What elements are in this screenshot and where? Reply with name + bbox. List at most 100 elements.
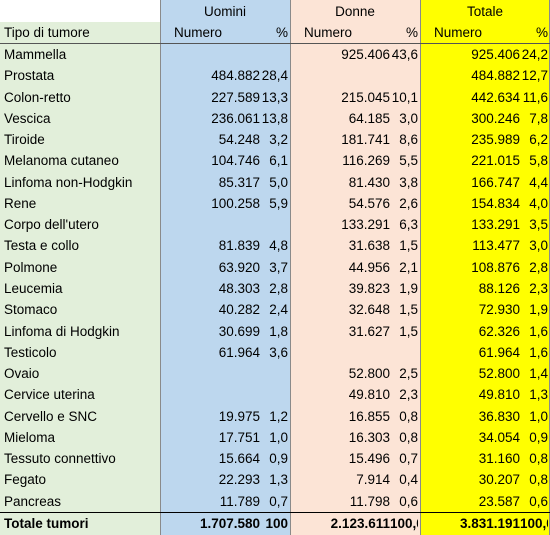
cell-value: 1,5 — [399, 323, 418, 339]
cell-value: 43,6 — [391, 47, 418, 62]
cell-value: 7,8 — [529, 110, 548, 126]
cell-value: 0,9 — [269, 451, 288, 467]
cell-value: 54.576 — [348, 195, 390, 211]
cell-value: 0,4 — [399, 472, 418, 488]
cell-value: 36.830 — [478, 408, 520, 424]
cell-value: 2,6 — [399, 195, 418, 211]
cell-value: 1,4 — [529, 366, 548, 382]
cell-value: 3,0 — [399, 110, 418, 126]
cell-value: 235.989 — [471, 132, 520, 148]
cell-value: 0,8 — [399, 408, 418, 424]
cell-value: 484.882 — [211, 68, 260, 84]
cell-value: 113.477 — [472, 238, 520, 254]
cell-value: 3.831.191 — [459, 516, 520, 531]
cell-value: 11.789 — [219, 493, 260, 509]
cell-value: 215.045 — [341, 89, 390, 105]
cell-value: 24,2 — [521, 47, 548, 62]
cell-value: 31.160 — [478, 451, 520, 467]
cell-value: 133.291 — [471, 217, 520, 233]
cell-value: 0,7 — [269, 493, 288, 509]
group-header: Totale — [466, 4, 504, 19]
cell-value: 63.920 — [218, 259, 260, 275]
cell-value: 0,6 — [399, 493, 418, 509]
row-label: Testa e collo — [4, 238, 80, 254]
column-border — [160, 0, 161, 535]
cell-value: 19.975 — [218, 408, 260, 424]
cell-value: 40.282 — [218, 302, 260, 318]
cell-value: 2,8 — [529, 259, 548, 275]
cell-value: 6,3 — [399, 217, 418, 233]
cell-value: 34.054 — [478, 429, 520, 445]
cell-value: 85.317 — [218, 174, 260, 190]
cell-value: 7.914 — [356, 472, 390, 488]
row-label: Rene — [4, 195, 37, 211]
row-label: Cervello e SNC — [4, 408, 98, 424]
cell-value: 81.839 — [218, 238, 260, 254]
cell-value: 1,0 — [529, 408, 548, 424]
cell-value: 4,0 — [529, 195, 548, 211]
cell-value: 1,9 — [399, 281, 418, 296]
row-label: Mammella — [4, 47, 67, 62]
cell-value: 1,5 — [399, 238, 418, 254]
cell-value: 0,8 — [529, 472, 548, 488]
cell-value: 48.303 — [218, 281, 260, 296]
cell-value: 81.430 — [348, 174, 390, 190]
cell-value: 2,3 — [529, 281, 548, 296]
cell-value: 181.741 — [341, 132, 390, 148]
cell-value: 166.747 — [471, 174, 520, 190]
cell-value: 11,6 — [522, 89, 548, 105]
cell-value: 61.964 — [218, 344, 260, 360]
cell-value: 221.015 — [471, 153, 520, 169]
row-label: Polmone — [4, 259, 58, 275]
cell-value: 17.751 — [218, 429, 260, 445]
cell-value: 30.699 — [218, 323, 260, 339]
cell-value: 133.291 — [341, 217, 390, 233]
cell-value: 6,1 — [269, 153, 288, 169]
cell-value: 3,5 — [529, 217, 548, 233]
cell-value: 30.207 — [478, 472, 520, 488]
row-label: Vescica — [4, 110, 51, 126]
cell-value: 1,3 — [269, 472, 288, 488]
cell-value: 5,0 — [269, 174, 288, 190]
cell-value: 0,8 — [399, 429, 418, 445]
row-label: Tiroide — [4, 132, 45, 148]
cell-value: 62.326 — [478, 323, 520, 339]
cell-value: 28,4 — [261, 68, 288, 84]
cell-value: 300.246 — [471, 110, 520, 126]
column-header: % — [275, 25, 288, 40]
cell-value: 16.855 — [348, 408, 390, 424]
cell-value: 2,3 — [399, 387, 418, 403]
cell-value: 1,9 — [529, 302, 548, 318]
group-bg — [290, 0, 420, 535]
cell-value: 227.589 — [211, 89, 260, 105]
cell-value: 0,9 — [529, 429, 548, 445]
cell-value: 0,6 — [529, 493, 548, 509]
cell-value: 3,2 — [269, 132, 288, 148]
cell-value: 12,7 — [521, 68, 548, 84]
cell-value: 484.882 — [471, 68, 520, 84]
cell-value: 4,8 — [269, 238, 288, 254]
row-label: Fegato — [4, 472, 47, 488]
cell-value: 100 — [265, 516, 288, 531]
cell-value: 10,1 — [391, 89, 418, 105]
cell-value: 3,7 — [269, 259, 288, 275]
cell-value: 44.956 — [348, 259, 390, 275]
cell-value: 100,0 — [520, 516, 548, 531]
cell-value: 88.126 — [478, 281, 520, 296]
column-header: % — [535, 25, 548, 40]
cell-value: 2,8 — [269, 281, 288, 296]
row-label: Testicolo — [4, 344, 57, 360]
row-label: Linfoma di Hodgkin — [4, 323, 120, 339]
cell-value: 39.823 — [348, 281, 390, 296]
cell-value: 5,9 — [269, 195, 288, 211]
cell-value: 2,1 — [399, 259, 418, 275]
column-border — [420, 0, 421, 535]
row-label: Tessuto connettivo — [4, 451, 116, 467]
cell-value: 0,8 — [529, 451, 548, 467]
cell-value: 52.800 — [478, 366, 520, 382]
cell-value: 5,8 — [529, 153, 548, 169]
cell-value: 925.406 — [341, 47, 390, 62]
cell-value: 1,6 — [529, 344, 548, 360]
cell-value: 3,6 — [269, 344, 288, 360]
